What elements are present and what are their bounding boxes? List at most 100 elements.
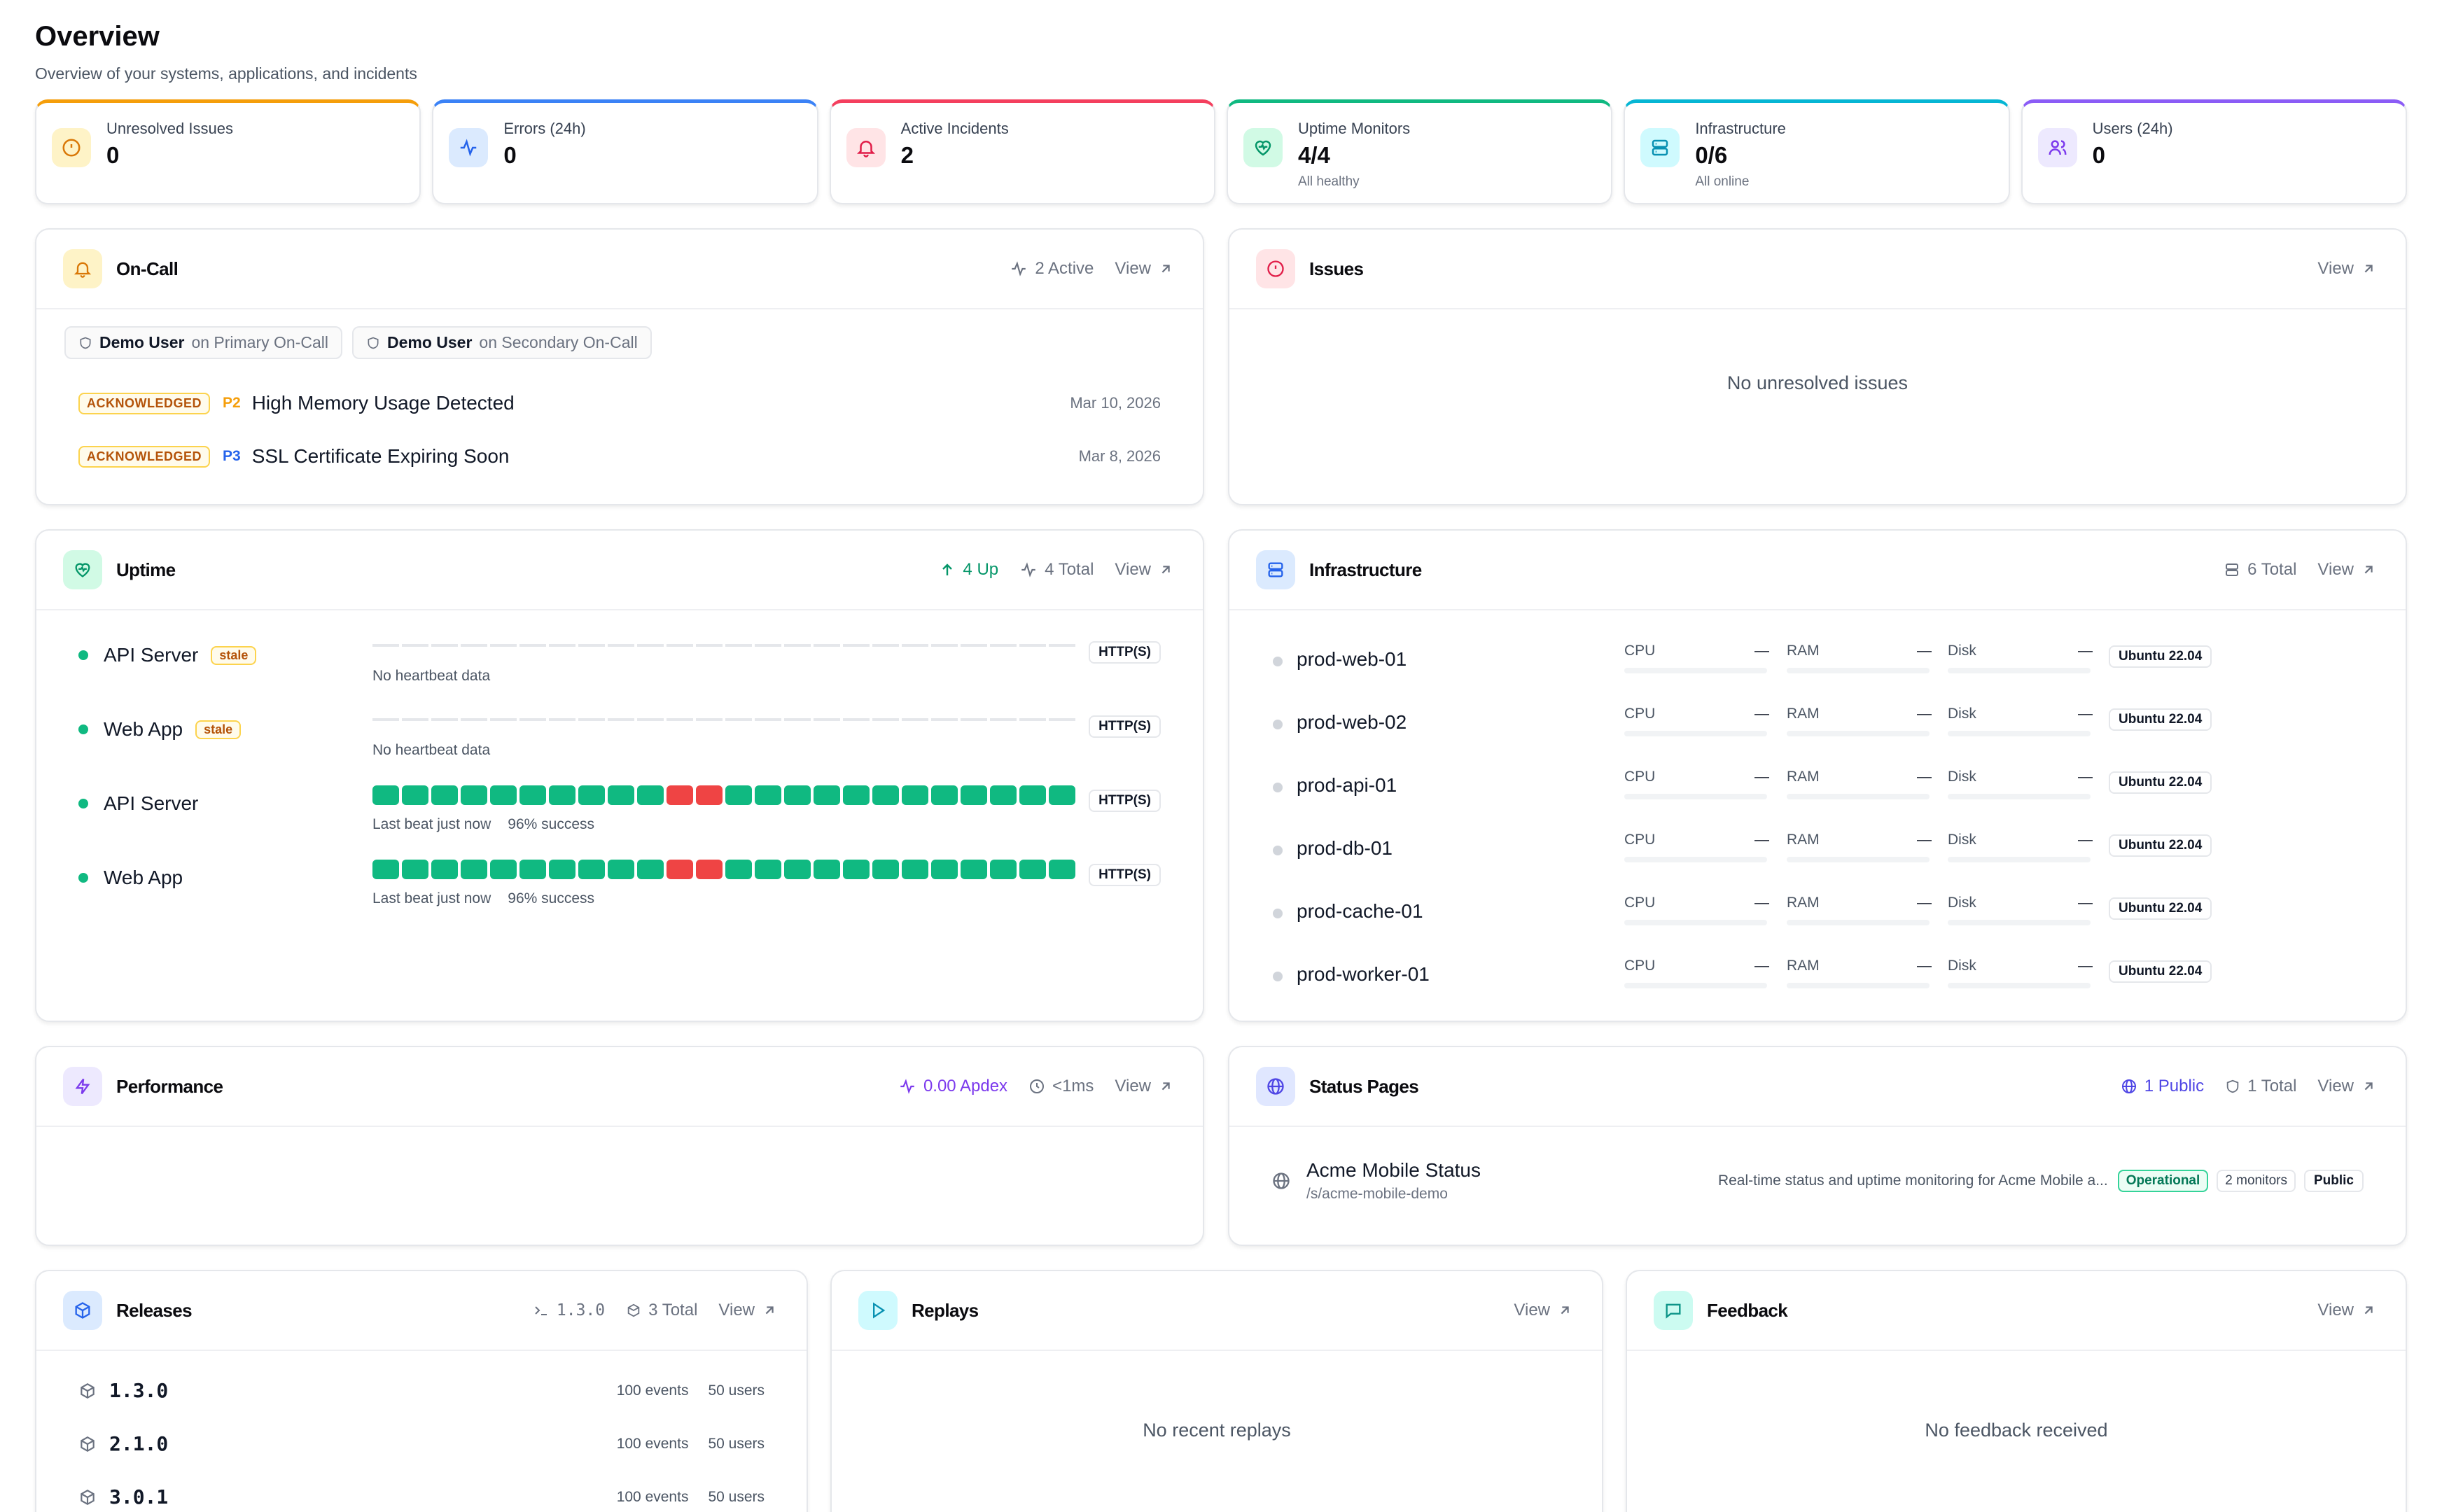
panel-title: Infrastructure bbox=[1309, 559, 1422, 580]
monitor-row[interactable]: API Server Last beat just now 96% success H… bbox=[78, 785, 1161, 841]
heartbeat-down[interactable] bbox=[667, 860, 693, 879]
heartbeat-up[interactable] bbox=[490, 860, 517, 879]
stat-errors[interactable]: Errors (24h) 0 bbox=[432, 99, 818, 204]
monitor-row[interactable]: Web App stale No heartbeat data HTTP(S) bbox=[78, 711, 1161, 767]
heartbeat-up[interactable] bbox=[843, 860, 870, 879]
heartbeat-up[interactable] bbox=[725, 860, 752, 879]
heartbeat-up[interactable] bbox=[637, 860, 664, 879]
users-icon bbox=[2037, 128, 2077, 167]
host-row[interactable]: prod-api-01 CPU — RAM — Disk — Ubuntu 22.04 bbox=[1229, 769, 2406, 811]
heartbeat-up[interactable] bbox=[1049, 860, 1075, 879]
heartbeat-up[interactable] bbox=[931, 860, 958, 879]
heartbeat-up[interactable] bbox=[1019, 860, 1046, 879]
status-page-row[interactable]: Acme Mobile Status /s/acme-mobile-demo R… bbox=[1271, 1159, 2364, 1203]
ram-usage-bar bbox=[1787, 857, 1930, 862]
ram-value: — bbox=[1917, 895, 1932, 911]
heartbeat-up[interactable] bbox=[402, 785, 428, 805]
host-row[interactable]: prod-db-01 CPU — RAM — Disk — Ubuntu 22.04 bbox=[1229, 832, 2406, 874]
heartbeat-up[interactable] bbox=[961, 785, 987, 805]
monitor-name: API Server bbox=[104, 792, 199, 814]
feedback-view-link[interactable]: View bbox=[2317, 1301, 2376, 1320]
heartbeat-up[interactable] bbox=[931, 785, 958, 805]
host-row[interactable]: prod-web-01 CPU — RAM — Disk — Ubuntu 22.04 bbox=[1229, 643, 2406, 685]
monitor-row[interactable]: API Server stale No heartbeat data HTTP(S) bbox=[78, 637, 1161, 693]
release-events: 100 events bbox=[616, 1488, 689, 1505]
disk-label: Disk bbox=[1948, 706, 1976, 722]
release-row[interactable]: 3.0.1 100 events 50 users bbox=[78, 1485, 765, 1508]
status-pages-view-link[interactable]: View bbox=[2317, 1077, 2376, 1096]
heartbeat-up[interactable] bbox=[961, 860, 987, 879]
heartbeat-up[interactable] bbox=[461, 785, 487, 805]
heartbeat-up[interactable] bbox=[461, 860, 487, 879]
heartbeat-up[interactable] bbox=[902, 785, 928, 805]
view-label: View bbox=[1115, 1077, 1151, 1096]
heartbeat-up[interactable] bbox=[872, 785, 899, 805]
monitor-row[interactable]: Web App Last beat just now 96% success HTTP… bbox=[78, 860, 1161, 916]
heartbeat-up[interactable] bbox=[902, 860, 928, 879]
latency-value: <1ms bbox=[1028, 1077, 1094, 1096]
heartbeat-up[interactable] bbox=[549, 860, 575, 879]
incident-row[interactable]: ACKNOWLEDGED P2 High Memory Usage Detect… bbox=[78, 392, 1161, 414]
stat-active-incidents[interactable]: Active Incidents 2 bbox=[829, 99, 1215, 204]
total-label: 4 Total bbox=[1045, 560, 1094, 579]
host-row[interactable]: prod-cache-01 CPU — RAM — Disk — Ubuntu 22.04 bbox=[1229, 895, 2406, 937]
oncall-assignee-primary[interactable]: Demo User on Primary On-Call bbox=[64, 326, 342, 359]
stat-unresolved-issues[interactable]: Unresolved Issues 0 bbox=[35, 99, 421, 204]
heartbeat-up[interactable] bbox=[755, 785, 781, 805]
heartbeat-up[interactable] bbox=[814, 785, 840, 805]
heartbeat-up[interactable] bbox=[843, 785, 870, 805]
heartbeat-up[interactable] bbox=[872, 860, 899, 879]
incident-row[interactable]: ACKNOWLEDGED P3 SSL Certificate Expiring… bbox=[78, 445, 1161, 468]
release-row[interactable]: 2.1.0 100 events 50 users bbox=[78, 1432, 765, 1455]
stat-value: 0/6 bbox=[1695, 142, 1728, 168]
replays-view-link[interactable]: View bbox=[1514, 1301, 1572, 1320]
status-dot bbox=[78, 799, 88, 808]
heartbeat-up[interactable] bbox=[784, 785, 811, 805]
heartbeat-up[interactable] bbox=[608, 860, 634, 879]
host-row[interactable]: prod-web-02 CPU — RAM — Disk — Ubuntu 22.04 bbox=[1229, 706, 2406, 748]
os-badge: Ubuntu 22.04 bbox=[2109, 834, 2212, 857]
release-row[interactable]: 1.3.0 100 events 50 users bbox=[78, 1379, 765, 1402]
heartbeat-bar bbox=[372, 860, 1078, 883]
heartbeat-up[interactable] bbox=[372, 860, 399, 879]
stat-infrastructure[interactable]: Infrastructure 0/6 All online bbox=[1624, 99, 2010, 204]
heartbeat-up[interactable] bbox=[637, 785, 664, 805]
heartbeat-down[interactable] bbox=[667, 785, 693, 805]
heartbeat-up[interactable] bbox=[431, 785, 458, 805]
heartbeat-up[interactable] bbox=[519, 860, 546, 879]
stat-users[interactable]: Users (24h) 0 bbox=[2021, 99, 2407, 204]
heartbeat-up[interactable] bbox=[990, 785, 1017, 805]
panel-title: Status Pages bbox=[1309, 1075, 1419, 1097]
heartbeat-up[interactable] bbox=[814, 860, 840, 879]
heartbeat-up[interactable] bbox=[1049, 785, 1075, 805]
stat-uptime-monitors[interactable]: Uptime Monitors 4/4 All healthy bbox=[1226, 99, 1613, 204]
infra-view-link[interactable]: View bbox=[2317, 560, 2376, 580]
heartbeat-caption: Last beat just now 96% success bbox=[372, 890, 594, 907]
oncall-assignee-secondary[interactable]: Demo User on Secondary On-Call bbox=[351, 326, 652, 359]
heartbeat-up[interactable] bbox=[755, 860, 781, 879]
heartbeat-up[interactable] bbox=[549, 785, 575, 805]
heartbeat-up[interactable] bbox=[431, 860, 458, 879]
heartbeat-up[interactable] bbox=[578, 860, 605, 879]
view-label: View bbox=[718, 1301, 755, 1320]
uptime-view-link[interactable]: View bbox=[1115, 560, 1173, 580]
heartbeat-up[interactable] bbox=[519, 785, 546, 805]
stat-value: 4/4 bbox=[1297, 142, 1330, 168]
heartbeat-up[interactable] bbox=[608, 785, 634, 805]
heartbeat-up[interactable] bbox=[578, 785, 605, 805]
host-row[interactable]: prod-worker-01 CPU — RAM — Disk — Ubuntu 22.04 bbox=[1229, 958, 2406, 1000]
heartbeat-up[interactable] bbox=[784, 860, 811, 879]
heartbeat-up[interactable] bbox=[402, 860, 428, 879]
heartbeat-up[interactable] bbox=[372, 785, 399, 805]
heartbeat-down[interactable] bbox=[696, 860, 723, 879]
heartbeat-down[interactable] bbox=[696, 785, 723, 805]
heartbeat-up[interactable] bbox=[990, 860, 1017, 879]
issues-view-link[interactable]: View bbox=[2317, 259, 2376, 279]
performance-view-link[interactable]: View bbox=[1115, 1077, 1173, 1096]
issues-panel: Issues View No unresolved issues bbox=[1228, 228, 2407, 505]
heartbeat-up[interactable] bbox=[490, 785, 517, 805]
heartbeat-up[interactable] bbox=[725, 785, 752, 805]
releases-view-link[interactable]: View bbox=[718, 1301, 777, 1320]
heartbeat-up[interactable] bbox=[1019, 785, 1046, 805]
oncall-view-link[interactable]: View bbox=[1115, 259, 1173, 279]
